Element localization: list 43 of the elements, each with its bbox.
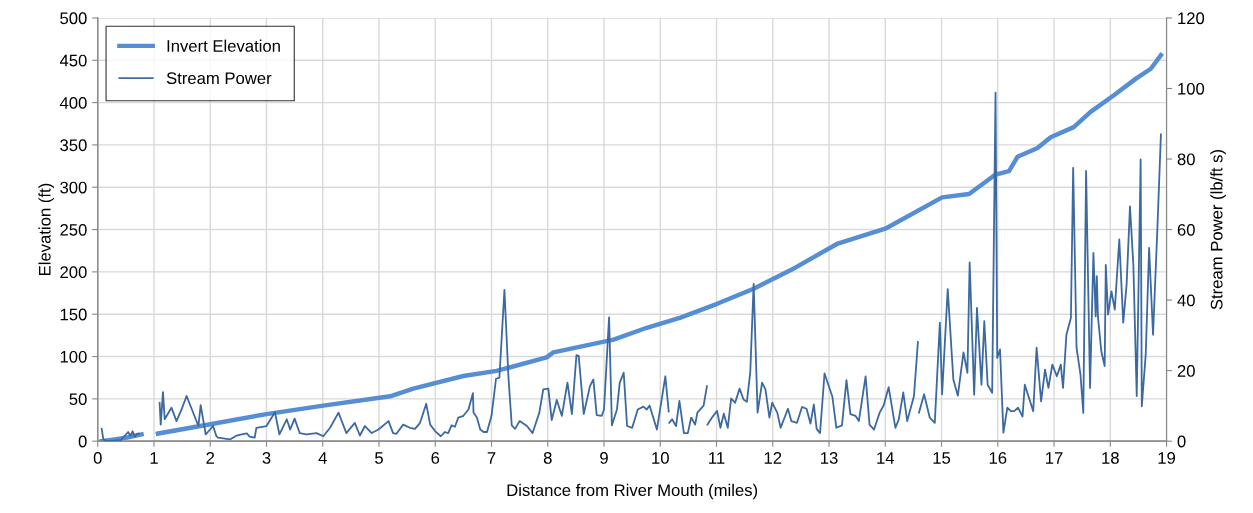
- x-tick-label: 1: [150, 452, 158, 464]
- y-tick-label: 500: [60, 12, 87, 25]
- x-tick-label: 0: [93, 452, 102, 464]
- x-tick-label: 13: [821, 452, 838, 464]
- y2-tick-label: 60: [1177, 223, 1195, 236]
- y2-tick-label: 120: [1178, 12, 1205, 25]
- y-tick-label: 450: [59, 54, 87, 67]
- y2-tick-label: 20: [1177, 365, 1195, 377]
- x-tick-label: 5: [375, 452, 383, 464]
- y2-tick-label: 40: [1177, 294, 1195, 307]
- y-tick-label: 100: [60, 350, 87, 363]
- y-tick-label: 150: [60, 308, 87, 321]
- x-tick-label: 7: [487, 452, 496, 464]
- x-tick-label: 15: [933, 452, 951, 464]
- x-tick-label: 9: [600, 452, 608, 464]
- x-tick-label: 16: [989, 452, 1007, 464]
- x-tick-label: 8: [543, 452, 552, 464]
- x-axis-title: Distance from River Mouth (miles): [507, 483, 758, 500]
- y-tick-label: 50: [69, 393, 87, 406]
- y-tick-label: 400: [59, 97, 87, 109]
- x-tick-label: 19: [1158, 452, 1176, 464]
- x-tick-label: 18: [1102, 452, 1119, 464]
- x-tick-label: 10: [652, 452, 669, 464]
- y-tick-label: 200: [60, 266, 87, 279]
- x-tick-label: 6: [431, 452, 440, 464]
- y-tick-label: 0: [78, 435, 87, 448]
- x-tick-label: 14: [877, 452, 895, 464]
- y2-axis-title: Stream Power (lb/ft s): [1210, 150, 1226, 310]
- x-tick-label: 4: [318, 452, 327, 464]
- y2-tick-label: 100: [1178, 82, 1205, 95]
- legend-label: Stream Power: [166, 72, 272, 85]
- y-tick-label: 300: [60, 181, 87, 194]
- y-tick-label: 250: [60, 223, 87, 236]
- x-tick-label: 11: [709, 452, 725, 464]
- x-tick-label: 3: [262, 452, 271, 464]
- x-tick-label: 12: [764, 452, 782, 464]
- y2-tick-label: 0: [1177, 435, 1186, 448]
- y-axis-title: Elevation (ft): [38, 183, 54, 275]
- x-tick-label: 2: [206, 452, 215, 464]
- legend-label: Invert Elevation: [167, 39, 280, 52]
- y2-tick-label: 80: [1177, 153, 1195, 166]
- x-tick-label: 17: [1046, 452, 1063, 464]
- y-tick-label: 350: [60, 139, 87, 152]
